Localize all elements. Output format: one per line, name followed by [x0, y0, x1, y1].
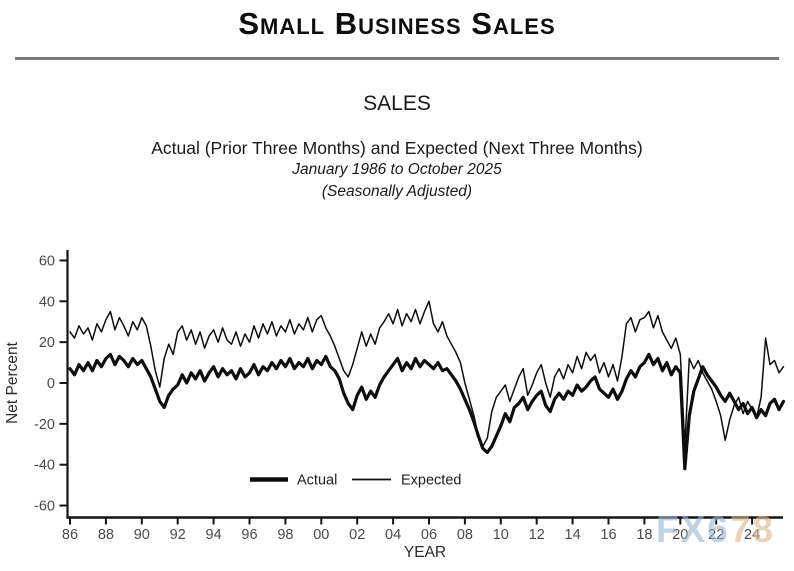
chart-title: SALES: [363, 92, 431, 115]
legend: Actual Expected: [250, 473, 461, 489]
x-tick-label: 24: [744, 527, 760, 543]
x-tick-label: 00: [313, 527, 329, 543]
y-tick-label: 40: [39, 294, 55, 310]
legend-actual-label: Actual: [297, 473, 337, 489]
axes: [66, 250, 783, 519]
header-divider: [15, 57, 779, 60]
x-tick-label: 92: [170, 527, 186, 543]
page-title: Small Business Sales: [238, 6, 556, 41]
x-tick-label: 06: [421, 527, 437, 543]
y-tick-label: -20: [34, 417, 55, 433]
x-tick-label: 14: [565, 527, 581, 543]
x-tick-label: 08: [457, 527, 473, 543]
x-tick-label: 94: [206, 527, 222, 543]
y-axis-title: Net Percent: [4, 341, 21, 424]
y-tick-label: 60: [39, 253, 55, 269]
x-tick-label: 02: [349, 527, 365, 543]
axis-ticks: 60 40 20 0 -20 -40 -60 86 88 90 92 94 96 98 00 02 04 06 08…: [34, 253, 760, 543]
series-actual: [68, 352, 786, 471]
x-tick-label: 10: [493, 527, 509, 543]
x-tick-label: 16: [600, 527, 616, 543]
series-expected: [69, 300, 785, 448]
x-tick-label: 96: [241, 527, 257, 543]
x-tick-label: 22: [708, 527, 724, 543]
x-tick-label: 20: [672, 527, 688, 543]
x-tick-label: 86: [62, 527, 78, 543]
x-axis-title: YEAR: [404, 544, 446, 561]
x-tick-label: 90: [134, 527, 150, 543]
chart-date-range: January 1986 to October 2025: [292, 161, 502, 178]
x-tick-label: 18: [636, 527, 652, 543]
x-tick-label: 12: [529, 527, 545, 543]
y-tick-label: 0: [47, 376, 55, 392]
x-tick-label: 98: [277, 527, 293, 543]
y-tick-label: 20: [39, 335, 55, 351]
chart-subtitle: Actual (Prior Three Months) and Expected…: [151, 138, 643, 158]
chart-adjustment-note: (Seasonally Adjusted): [321, 183, 473, 200]
y-tick-label: -40: [34, 458, 55, 474]
sales-line-chart: 60 40 20 0 -20 -40 -60 86 88 90 92 94 96 98 00 02 04 06 08…: [4, 250, 786, 561]
x-tick-label: 88: [98, 527, 114, 543]
legend-expected-label: Expected: [401, 473, 461, 489]
x-tick-label: 04: [385, 527, 401, 543]
series-lines: [68, 300, 786, 471]
y-tick-label: -60: [34, 499, 55, 515]
